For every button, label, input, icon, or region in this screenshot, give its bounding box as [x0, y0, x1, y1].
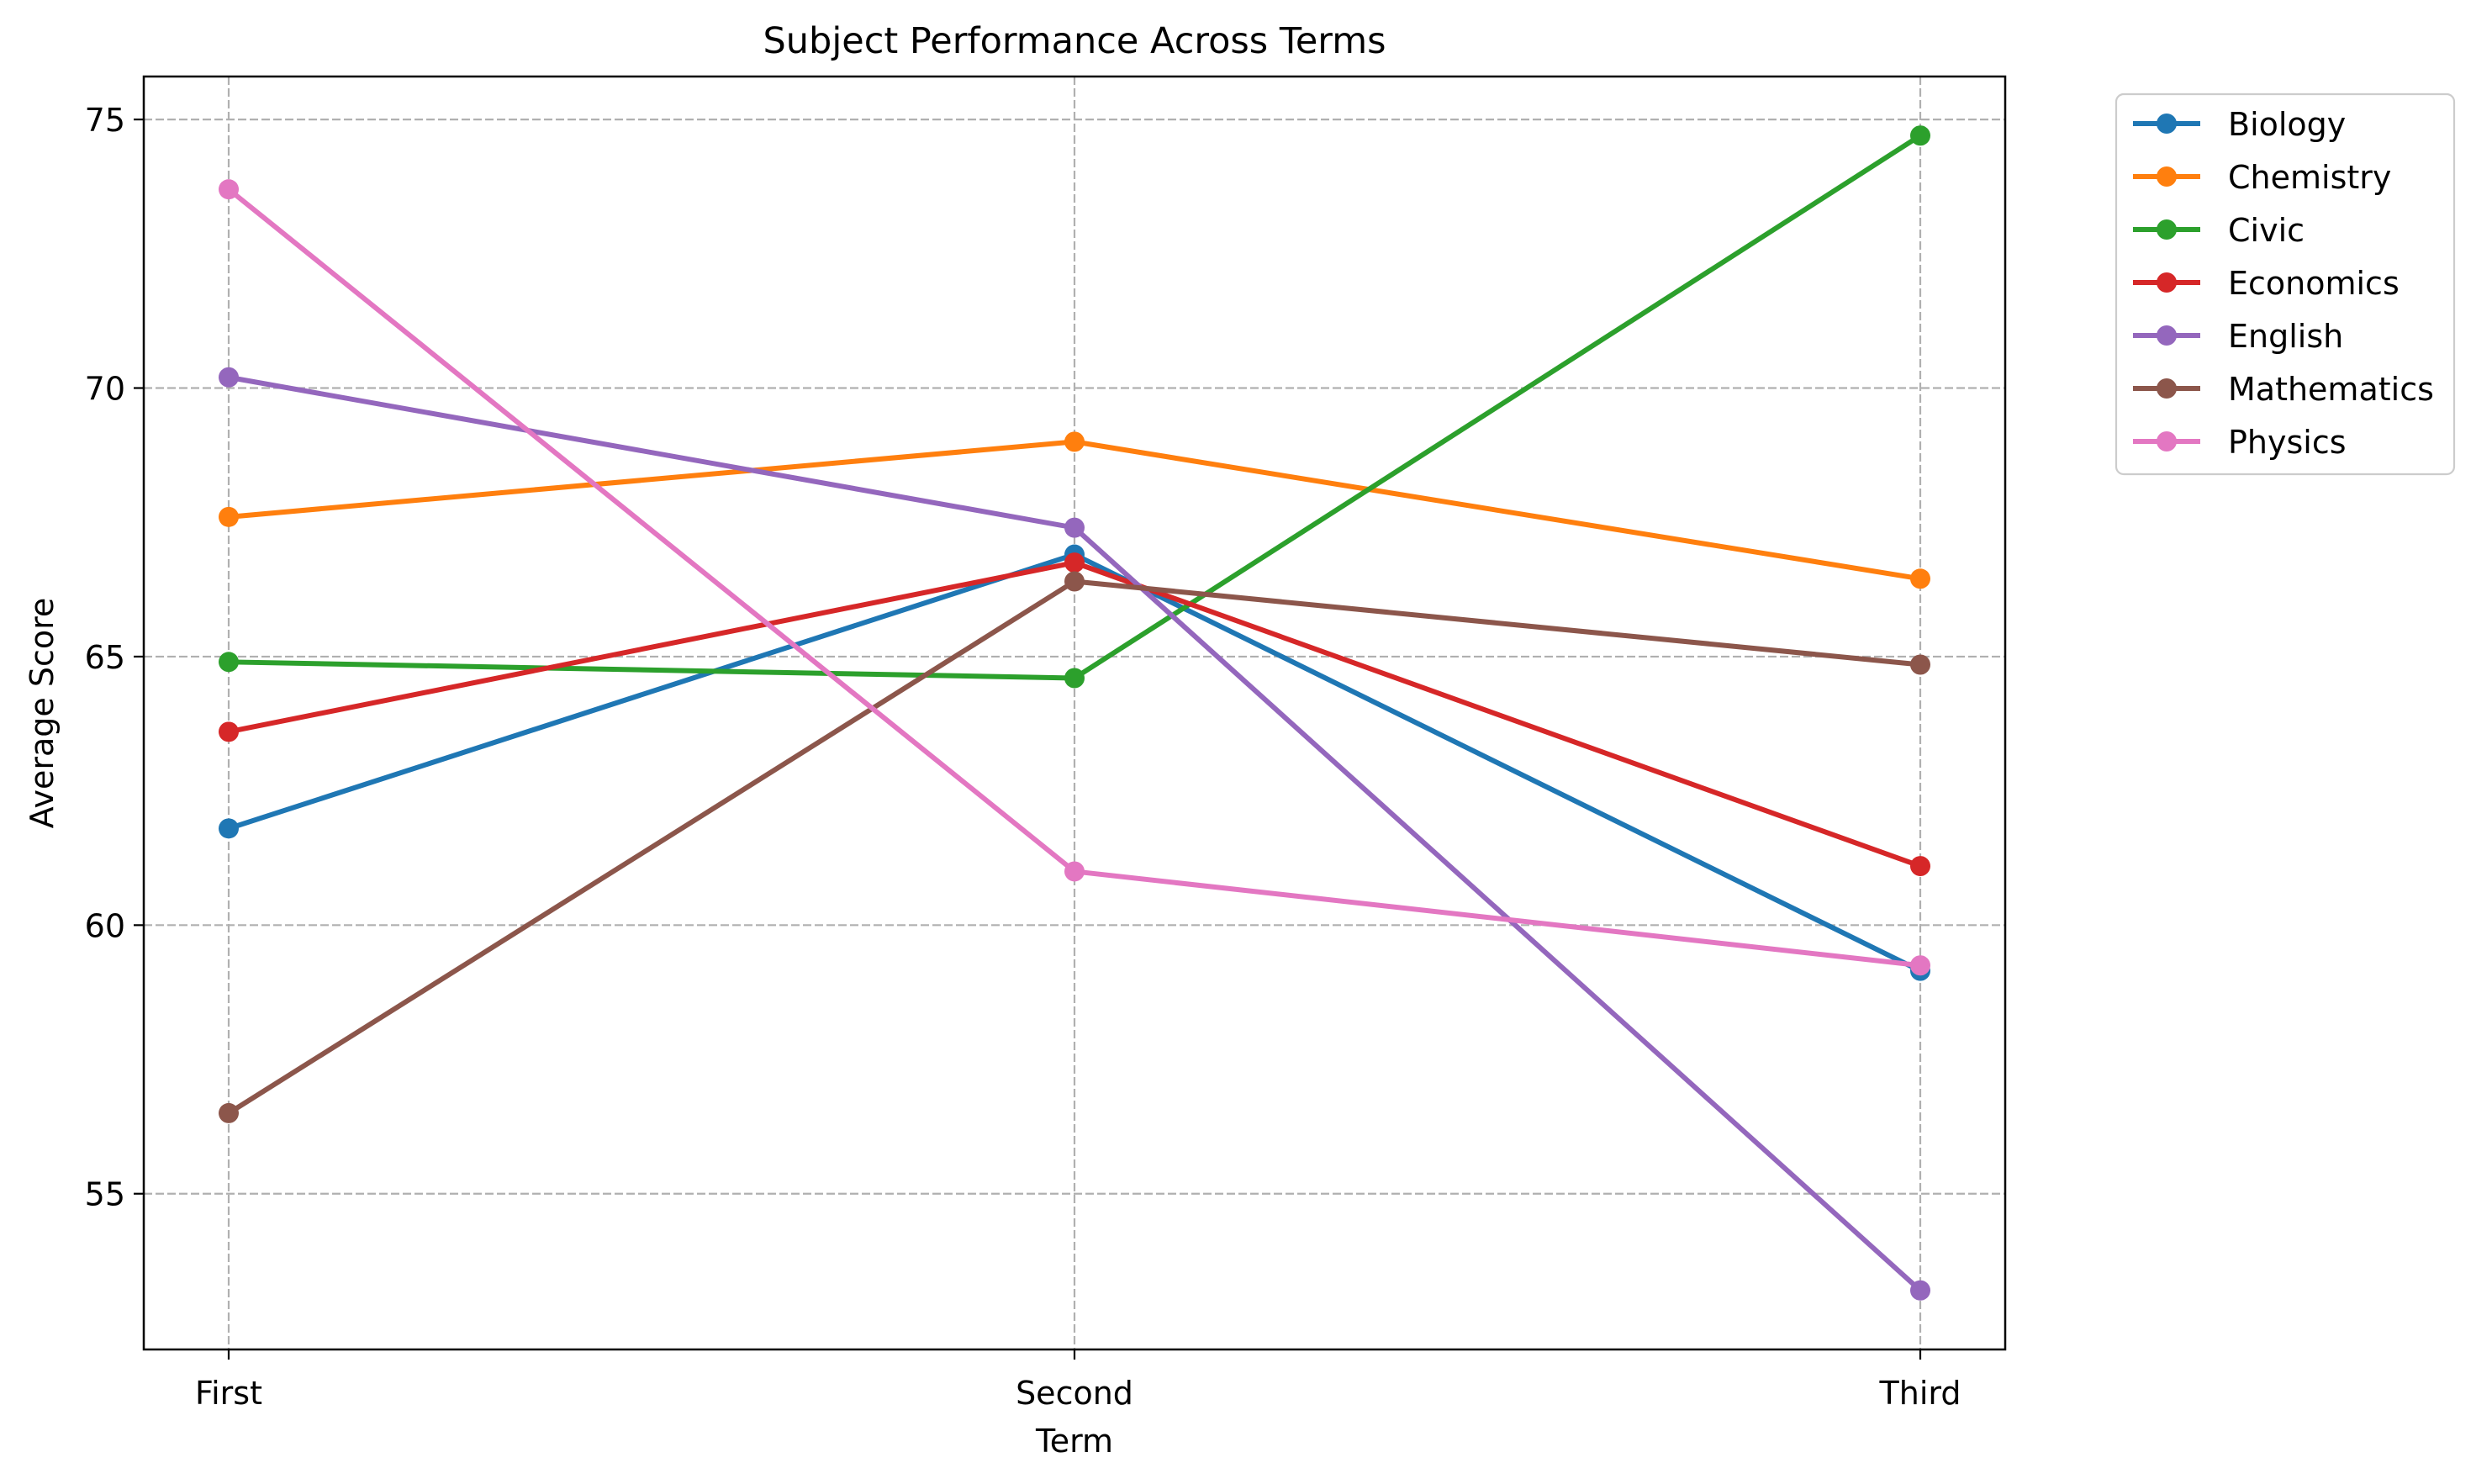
legend-entry-mathematics: Mathematics	[2133, 371, 2434, 408]
legend-label-biology: Biology	[2228, 106, 2346, 143]
series-mathematics	[219, 571, 1930, 1123]
legend-entry-economics: Economics	[2133, 265, 2400, 302]
y-tick-label: 55	[85, 1176, 125, 1213]
x-tick-label: Third	[1879, 1375, 1961, 1412]
series-civic	[219, 125, 1930, 689]
legend-label-civic: Civic	[2228, 212, 2305, 249]
data-point-civic	[219, 652, 239, 673]
data-point-chemistry	[1064, 431, 1085, 452]
data-point-economics	[219, 721, 239, 742]
legend-entry-physics: Physics	[2133, 424, 2347, 461]
data-point-english	[1910, 1280, 1930, 1301]
legend-label-mathematics: Mathematics	[2228, 371, 2434, 408]
data-point-chemistry	[219, 506, 239, 527]
legend-entry-english: English	[2133, 318, 2343, 355]
legend-label-physics: Physics	[2228, 424, 2347, 461]
legend-frame	[2115, 92, 2456, 476]
legend: Biology Chemistry Civic Economics English Mat…	[2115, 92, 2456, 476]
data-point-physics	[219, 179, 239, 200]
legend-entry-civic: Civic	[2133, 212, 2305, 249]
legend-marker-english	[2157, 325, 2177, 346]
y-tick-label: 75	[85, 102, 125, 139]
data-point-physics	[1910, 955, 1930, 976]
data-point-mathematics	[219, 1102, 239, 1123]
y-axis-ticks: 55 60 65 70 75	[85, 102, 144, 1213]
data-point-biology	[219, 818, 239, 839]
series-physics	[219, 179, 1930, 976]
series-english	[219, 367, 1930, 1301]
data-series	[219, 125, 1930, 1301]
legend-label-chemistry: Chemistry	[2228, 159, 2391, 196]
legend-label-english: English	[2228, 318, 2343, 355]
series-chemistry	[219, 431, 1930, 589]
data-point-mathematics	[1910, 654, 1930, 675]
legend-marker-mathematics	[2157, 378, 2177, 399]
y-axis-label: Average Score	[24, 598, 61, 829]
grid-lines	[144, 77, 2005, 1349]
data-point-english	[219, 367, 239, 388]
data-point-physics	[1064, 861, 1085, 882]
plot-area-frame	[142, 75, 2007, 1351]
legend-entry-biology: Biology	[2133, 106, 2346, 143]
data-point-economics	[1064, 552, 1085, 573]
x-tick-label: First	[195, 1375, 262, 1412]
x-axis-label: Term	[1035, 1423, 1113, 1460]
legend-marker-civic	[2157, 219, 2177, 240]
legend-marker-biology	[2157, 114, 2177, 134]
legend-label-economics: Economics	[2228, 265, 2400, 302]
x-tick-label: Second	[1016, 1375, 1133, 1412]
legend-marker-physics	[2157, 431, 2177, 452]
data-point-english	[1064, 517, 1085, 538]
data-point-economics	[1910, 856, 1930, 877]
y-tick-label: 60	[85, 907, 125, 944]
y-tick-label: 65	[85, 639, 125, 676]
y-tick-label: 70	[85, 371, 125, 408]
data-point-mathematics	[1064, 571, 1085, 592]
legend-entry-chemistry: Chemistry	[2133, 159, 2391, 196]
data-point-civic	[1064, 668, 1085, 689]
legend-marker-chemistry	[2157, 166, 2177, 187]
data-point-chemistry	[1910, 568, 1930, 589]
legend-marker-economics	[2157, 272, 2177, 293]
data-point-civic	[1910, 125, 1930, 146]
series-economics	[219, 552, 1930, 877]
chart-title: Subject Performance Across Terms	[763, 20, 1386, 62]
x-axis-ticks: First Second Third	[195, 1349, 1961, 1412]
